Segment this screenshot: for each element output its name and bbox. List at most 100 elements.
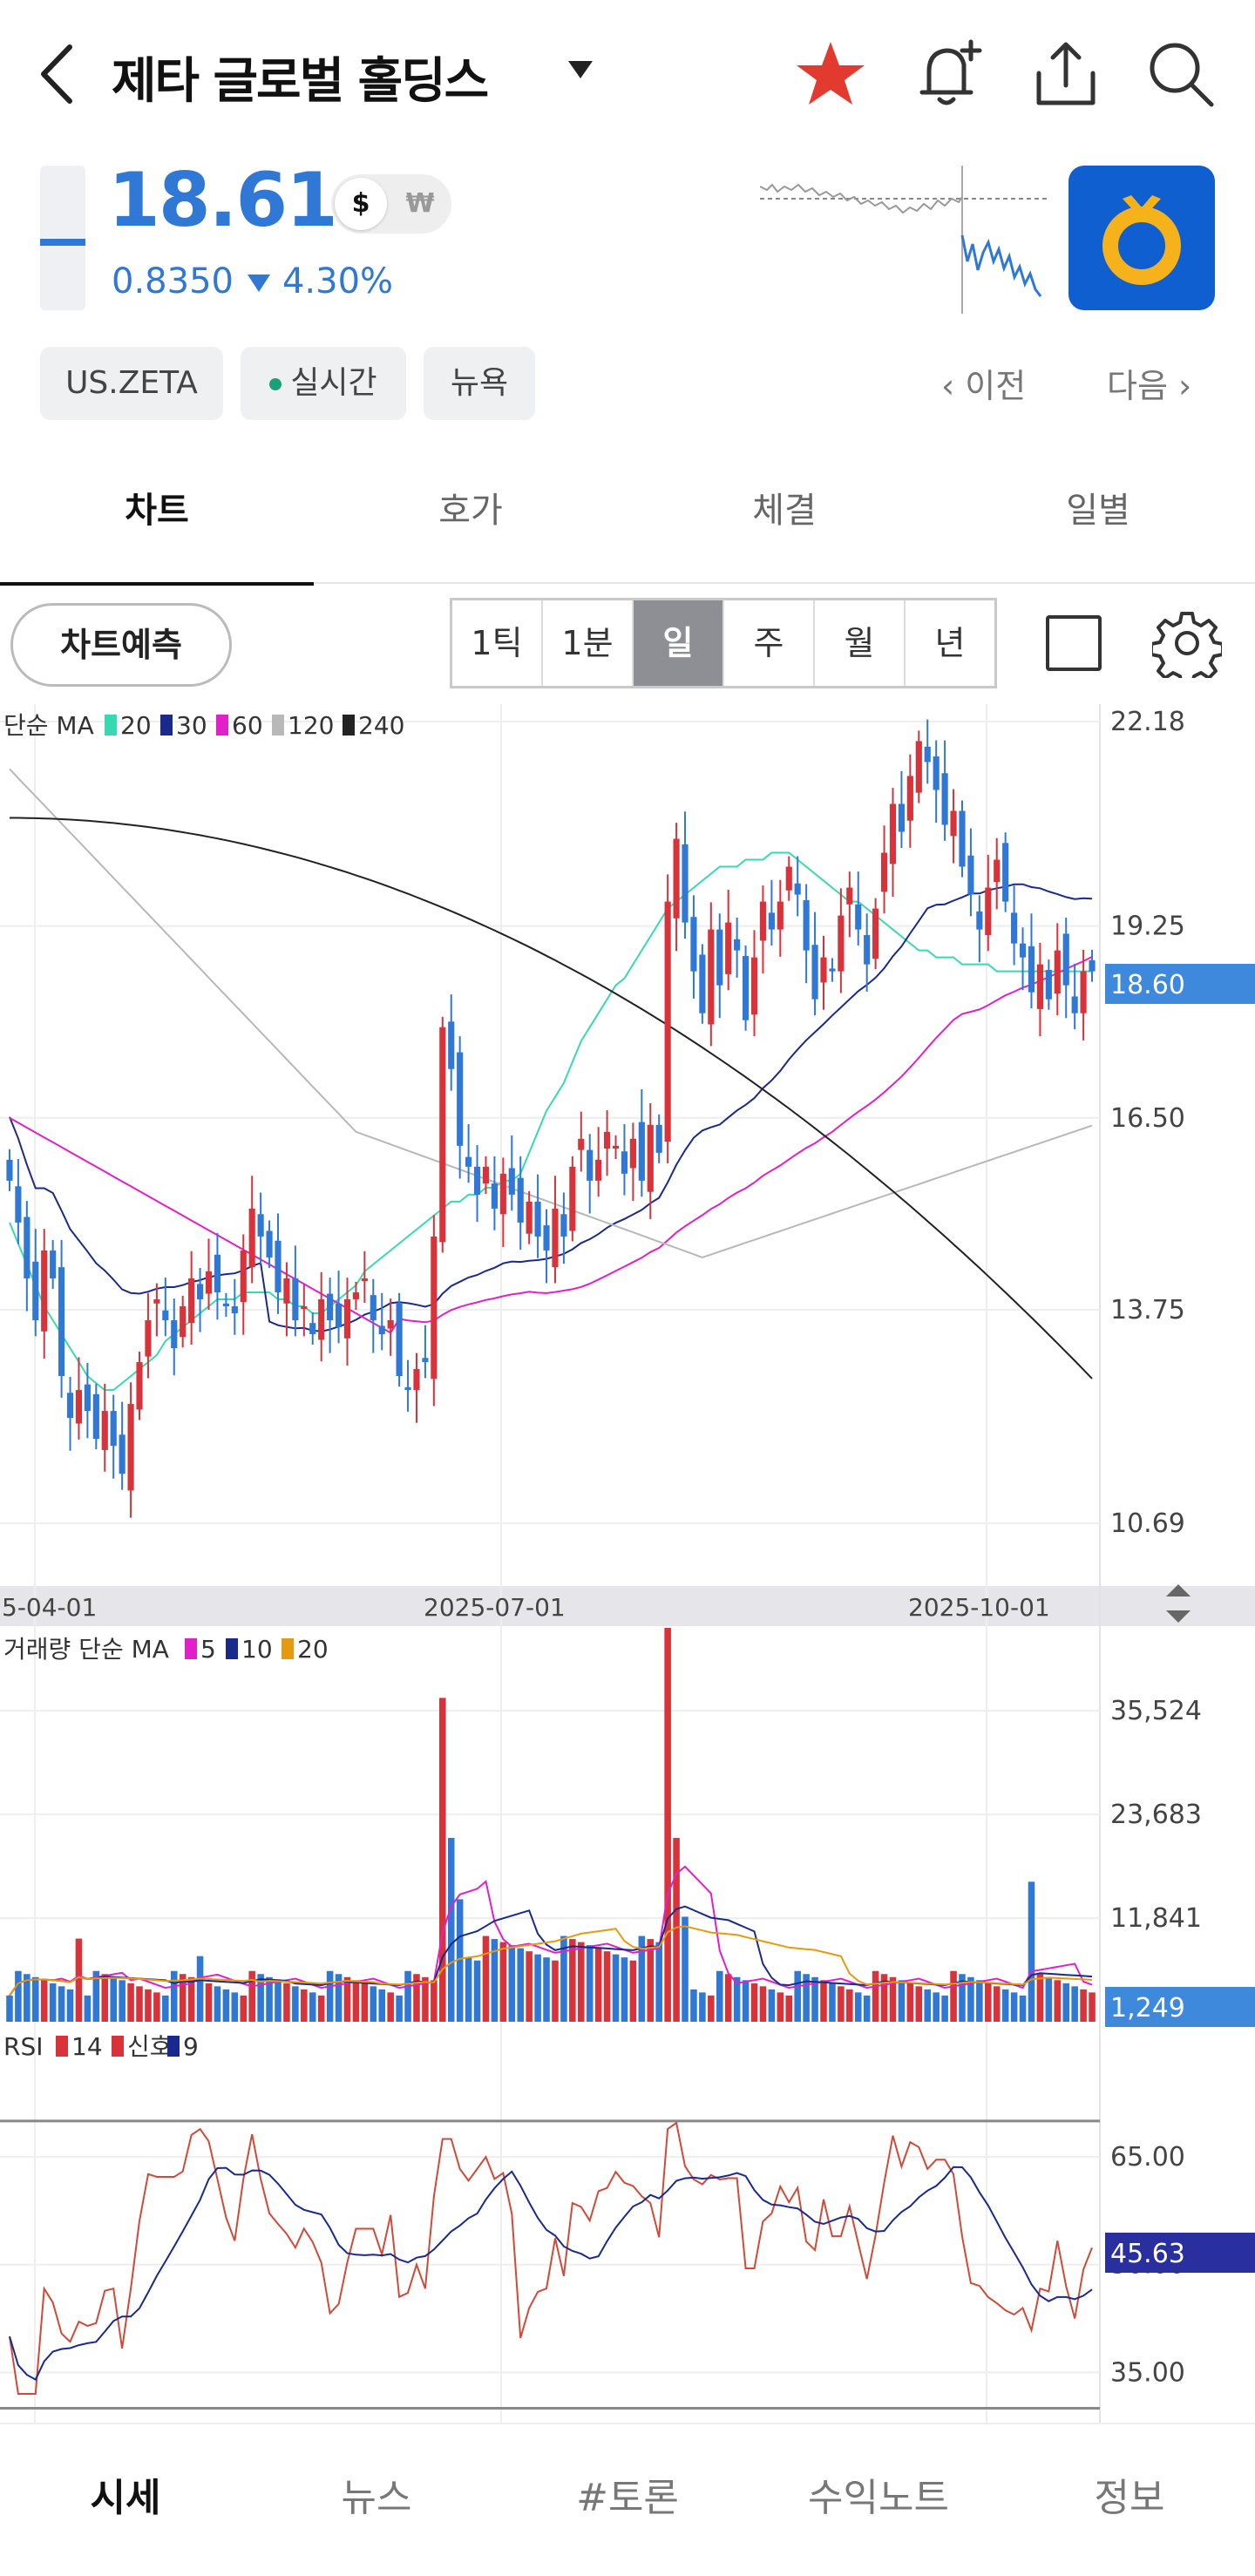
- legend-item-label: 신호: [127, 2032, 173, 2061]
- volume-bar: [84, 1995, 92, 2022]
- volume-bar: [517, 1948, 524, 2022]
- volume-bar: [127, 1983, 134, 2022]
- candle-body: [846, 887, 853, 905]
- candle-body: [413, 1369, 420, 1391]
- volume-bar: [742, 1980, 750, 2022]
- candle-body: [708, 929, 715, 1025]
- bottom-nav-discussion[interactable]: #토론: [576, 2476, 679, 2520]
- candle-body: [750, 957, 758, 1015]
- bottom-nav-info[interactable]: 정보: [1094, 2476, 1165, 2520]
- y-tick-label: 19.25: [1110, 912, 1185, 942]
- candle-body: [1002, 843, 1009, 902]
- y-tick-label: 11,841: [1110, 1903, 1202, 1934]
- period-minute[interactable]: 1분: [543, 600, 634, 686]
- stock-chart-canvas[interactable]: 단순 MA 20 30 60 120 240 22.18 19.25 16.50 13.75 1…: [0, 704, 1255, 2423]
- candle-body: [1054, 950, 1061, 994]
- candle-body: [768, 912, 775, 930]
- volume-bar: [603, 1951, 611, 2022]
- tab-daily[interactable]: 일별: [1066, 491, 1130, 531]
- volume-bar: [196, 1956, 204, 2022]
- candle-body: [803, 899, 810, 951]
- ma-240-line: [10, 817, 1093, 1380]
- volume-bar: [629, 1960, 637, 2022]
- chevron-left-icon[interactable]: [31, 35, 84, 113]
- fullscreen-square-icon[interactable]: [1046, 615, 1102, 671]
- currency-usd[interactable]: $: [335, 178, 387, 230]
- bottom-nav-news[interactable]: 뉴스: [341, 2476, 412, 2520]
- chevron-down-icon[interactable]: [568, 61, 593, 78]
- exchange-chip[interactable]: 뉴욕: [424, 347, 535, 420]
- intraday-mini-chart[interactable]: [760, 166, 1048, 314]
- bell-plus-icon[interactable]: [910, 35, 988, 113]
- volume-bar: [40, 1980, 48, 2022]
- change-percent: 4.30%: [282, 261, 394, 302]
- volume-bar: [257, 1974, 264, 2022]
- ticker-chip[interactable]: US.ZETA: [40, 347, 223, 420]
- currency-krw[interactable]: ₩: [405, 188, 435, 219]
- share-icon[interactable]: [1027, 35, 1105, 113]
- candle-body: [838, 915, 845, 972]
- volume-bar: [465, 1957, 472, 2022]
- app-header: 제타 글로벌 홀딩스: [0, 0, 1255, 148]
- candle-body: [794, 883, 801, 895]
- volume-bar: [317, 1995, 325, 2022]
- candle-body: [777, 901, 784, 930]
- rsi-line: [9, 2121, 1093, 2395]
- candle-body: [343, 1298, 351, 1339]
- broker-logo: [1068, 166, 1215, 310]
- candle-body: [1019, 943, 1027, 958]
- volume-bar: [1028, 1881, 1035, 2022]
- volume-bar: [301, 1989, 308, 2022]
- bottom-nav-profit-note[interactable]: 수익노트: [808, 2476, 949, 2520]
- legend-swatch: [185, 1638, 197, 1659]
- prev-stock-link[interactable]: ‹ 이전: [941, 367, 1027, 405]
- tab-chart[interactable]: 차트: [0, 462, 314, 586]
- candle-body: [370, 1295, 376, 1320]
- chevron-right-icon: ›: [1167, 367, 1192, 405]
- volume-bar: [352, 1980, 360, 2022]
- candle-body: [1036, 964, 1043, 1009]
- tab-trades[interactable]: 체결: [752, 491, 817, 531]
- chart-predict-button[interactable]: 차트예측: [10, 603, 232, 687]
- candle-body: [682, 844, 689, 923]
- candle-body: [915, 741, 922, 793]
- period-day[interactable]: 일: [634, 600, 724, 686]
- gear-icon[interactable]: [1152, 608, 1222, 678]
- period-tick[interactable]: 1틱: [452, 600, 543, 686]
- volume-bar: [803, 1974, 810, 2022]
- volume-bar: [1010, 1992, 1018, 2022]
- volume-bar: [673, 1838, 680, 2022]
- candle-body: [84, 1384, 91, 1412]
- price-range-gauge: [40, 166, 85, 310]
- candle-body: [1028, 946, 1035, 993]
- candle-body: [266, 1230, 273, 1257]
- legend-swatch: [343, 715, 355, 736]
- pane-resize-handle-icon[interactable]: [1166, 1584, 1191, 1623]
- volume-bar: [387, 1992, 394, 2022]
- candle-body: [994, 859, 1001, 883]
- stock-title[interactable]: 제타 글로벌 홀딩스: [112, 53, 489, 110]
- next-stock-link[interactable]: 다음 ›: [1107, 367, 1192, 405]
- candle-body: [985, 887, 992, 936]
- candle-body: [959, 810, 966, 867]
- rsi-signal-line: [9, 2166, 1093, 2381]
- realtime-chip[interactable]: 실시간: [241, 347, 406, 420]
- volume-bar: [838, 1986, 845, 2022]
- candle-body: [448, 1021, 455, 1069]
- volume-bar: [1080, 1989, 1087, 2022]
- current-price: 18.61: [108, 157, 338, 244]
- period-year[interactable]: 년: [934, 624, 966, 662]
- period-week[interactable]: 주: [724, 600, 815, 686]
- currency-toggle[interactable]: $ ₩: [331, 174, 451, 234]
- search-icon[interactable]: [1142, 35, 1220, 113]
- period-month[interactable]: 월: [815, 600, 906, 686]
- volume-bar: [785, 1995, 793, 2022]
- bottom-nav-quote[interactable]: 시세: [90, 2476, 161, 2520]
- star-icon[interactable]: [791, 35, 870, 113]
- stock-chart[interactable]: 단순 MA 20 30 60 120 240 22.18 19.25 16.50 13.75 1…: [0, 704, 1255, 2447]
- candle-body: [612, 1145, 620, 1149]
- candle-body: [439, 1027, 446, 1243]
- tab-orderbook[interactable]: 호가: [438, 491, 503, 531]
- volume-bar: [396, 1995, 403, 2022]
- candle-body: [734, 939, 741, 951]
